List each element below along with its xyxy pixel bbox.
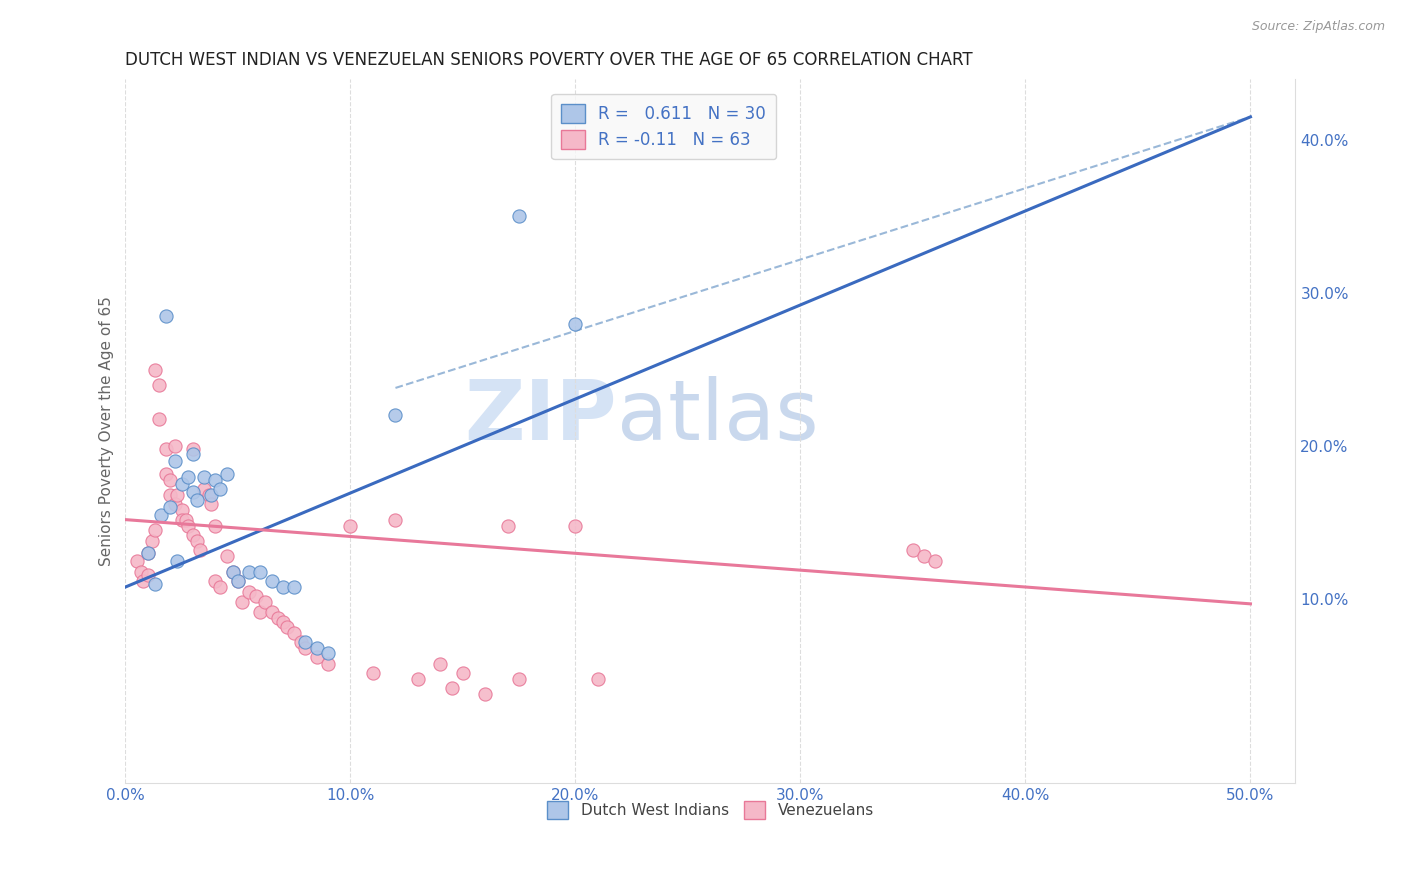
Point	[181, 485, 204, 500]
Point	[290, 635, 312, 649]
Point	[260, 605, 283, 619]
Point	[200, 488, 222, 502]
Point	[440, 681, 463, 695]
Point	[177, 469, 200, 483]
Point	[508, 672, 530, 686]
Point	[129, 565, 152, 579]
Point	[155, 467, 177, 481]
Point	[339, 518, 361, 533]
Point	[226, 574, 249, 588]
Point	[186, 534, 208, 549]
Point	[166, 488, 188, 502]
Point	[177, 518, 200, 533]
Point	[305, 650, 328, 665]
Point	[143, 524, 166, 538]
Point	[159, 473, 181, 487]
Point	[181, 442, 204, 457]
Point	[186, 492, 208, 507]
Point	[912, 549, 935, 564]
Point	[193, 482, 215, 496]
Point	[159, 488, 181, 502]
Legend: Dutch West Indians, Venezuelans: Dutch West Indians, Venezuelans	[541, 795, 880, 825]
Point	[174, 513, 197, 527]
Point	[294, 635, 316, 649]
Point	[150, 508, 173, 522]
Point	[283, 626, 305, 640]
Point	[316, 646, 339, 660]
Point	[249, 565, 271, 579]
Point	[496, 518, 519, 533]
Point	[245, 589, 267, 603]
Point	[143, 577, 166, 591]
Point	[155, 442, 177, 457]
Point	[159, 500, 181, 515]
Point	[271, 615, 294, 630]
Point	[238, 584, 260, 599]
Point	[276, 620, 298, 634]
Point	[260, 574, 283, 588]
Point	[181, 447, 204, 461]
Point	[361, 665, 384, 680]
Text: DUTCH WEST INDIAN VS VENEZUELAN SENIORS POVERTY OVER THE AGE OF 65 CORRELATION C: DUTCH WEST INDIAN VS VENEZUELAN SENIORS …	[125, 51, 973, 69]
Point	[384, 409, 406, 423]
Point	[163, 439, 186, 453]
Point	[508, 210, 530, 224]
Point	[406, 672, 429, 686]
Point	[204, 574, 226, 588]
Point	[188, 543, 211, 558]
Point	[226, 574, 249, 588]
Point	[148, 411, 170, 425]
Point	[305, 641, 328, 656]
Text: ZIP: ZIP	[464, 376, 617, 458]
Point	[143, 362, 166, 376]
Point	[249, 605, 271, 619]
Point	[238, 565, 260, 579]
Point	[136, 546, 159, 560]
Point	[170, 503, 193, 517]
Text: Source: ZipAtlas.com: Source: ZipAtlas.com	[1251, 20, 1385, 33]
Point	[564, 518, 586, 533]
Point	[204, 518, 226, 533]
Point	[208, 580, 231, 594]
Point	[200, 497, 222, 511]
Y-axis label: Seniors Poverty Over the Age of 65: Seniors Poverty Over the Age of 65	[100, 296, 114, 566]
Point	[204, 473, 226, 487]
Point	[136, 546, 159, 560]
Point	[901, 543, 924, 558]
Point	[924, 554, 946, 568]
Point	[170, 513, 193, 527]
Point	[451, 665, 474, 680]
Point	[474, 687, 496, 701]
Point	[141, 534, 163, 549]
Point	[155, 309, 177, 323]
Point	[253, 595, 276, 609]
Point	[181, 528, 204, 542]
Point	[215, 467, 238, 481]
Point	[193, 469, 215, 483]
Text: atlas: atlas	[617, 376, 818, 458]
Point	[429, 657, 451, 671]
Point	[163, 497, 186, 511]
Point	[222, 565, 245, 579]
Point	[197, 488, 219, 502]
Point	[125, 554, 148, 568]
Point	[271, 580, 294, 594]
Point	[148, 377, 170, 392]
Point	[215, 549, 238, 564]
Point	[170, 477, 193, 491]
Point	[586, 672, 609, 686]
Point	[294, 641, 316, 656]
Point	[222, 565, 245, 579]
Point	[564, 317, 586, 331]
Point	[316, 657, 339, 671]
Point	[163, 454, 186, 468]
Point	[166, 554, 188, 568]
Point	[208, 482, 231, 496]
Point	[231, 595, 253, 609]
Point	[136, 567, 159, 582]
Point	[267, 610, 290, 624]
Point	[132, 574, 155, 588]
Point	[384, 513, 406, 527]
Point	[283, 580, 305, 594]
